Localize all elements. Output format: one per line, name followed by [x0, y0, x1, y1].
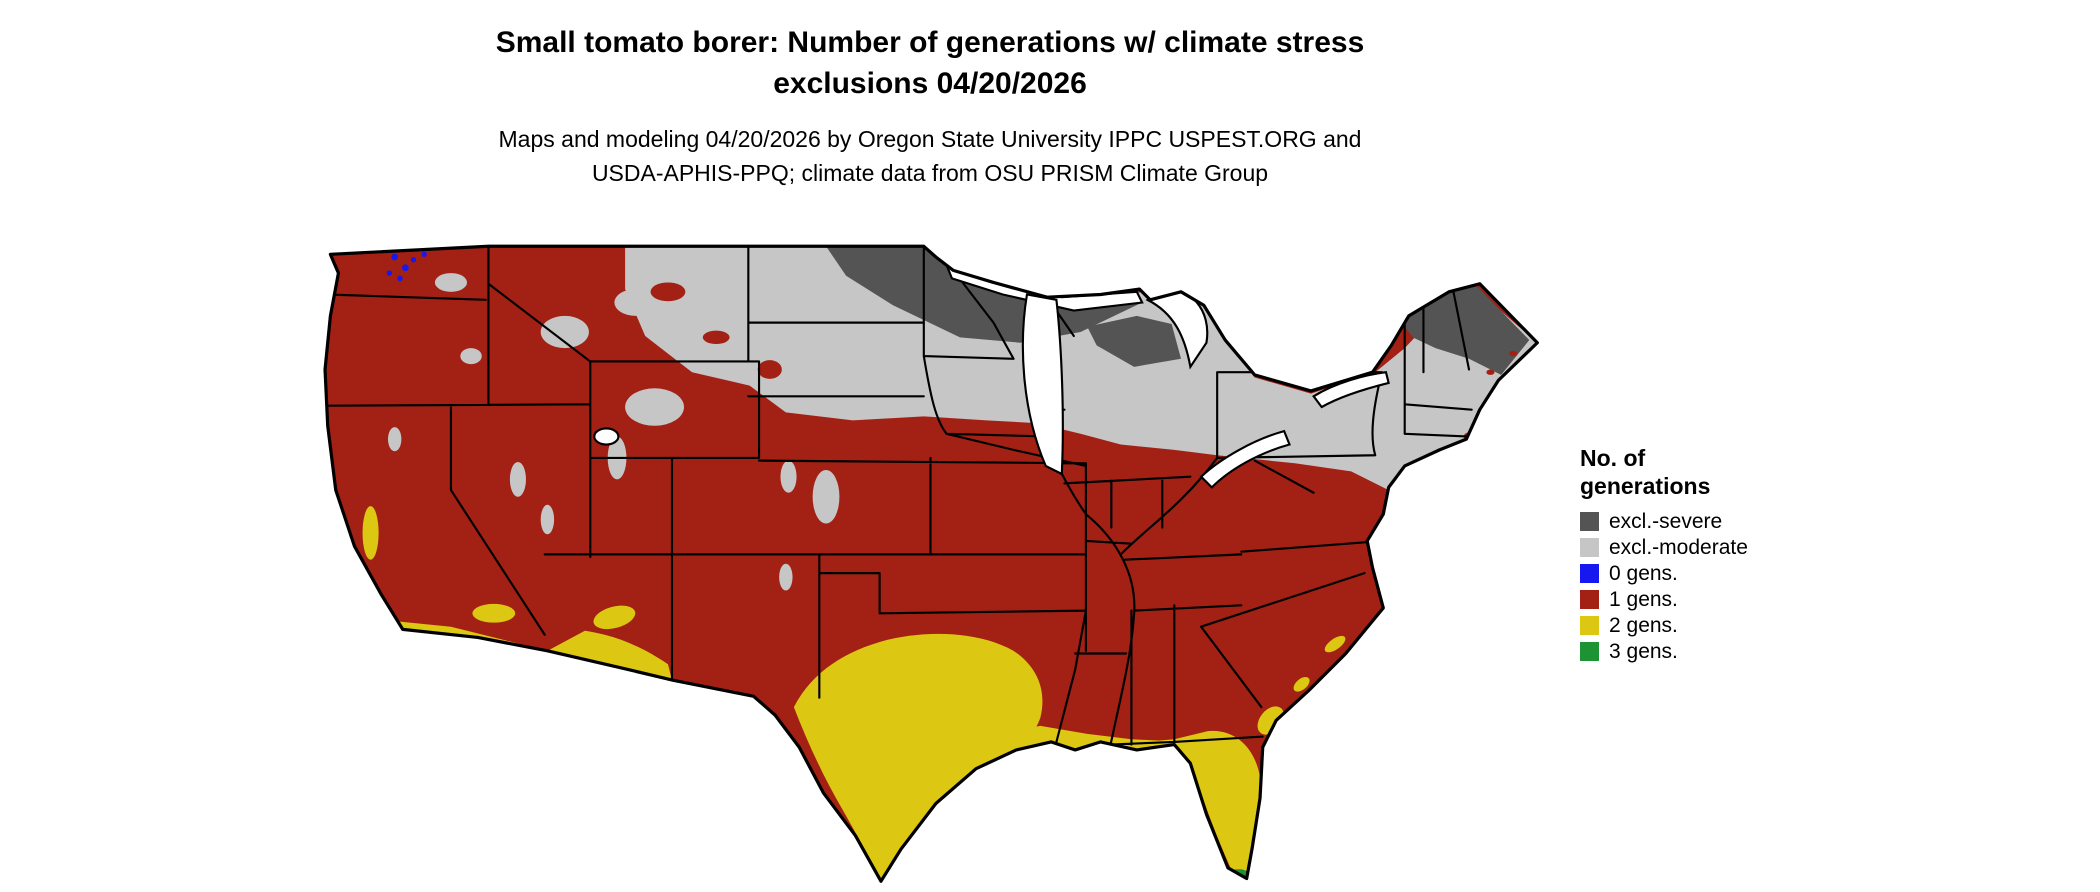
legend-item-3-gens: 3 gens. [1580, 640, 1820, 663]
legend-label-1-gens: 1 gens. [1609, 588, 1678, 611]
legend-item-2-gens: 2 gens. [1580, 614, 1820, 637]
legend-title-line2: generations [1580, 473, 1711, 499]
legend-swatch-excl-moderate [1580, 538, 1599, 557]
us-map-svg [323, 244, 1539, 883]
lake-michigan [1021, 293, 1064, 476]
legend-swatch-0-gens [1580, 564, 1599, 583]
map-title-line1: Small tomato borer: Number of generation… [495, 26, 1365, 59]
map-title-line2: exclusions 04/20/2026 [773, 67, 1087, 100]
map-title: Small tomato borer: Number of generation… [0, 22, 1860, 104]
legend-swatch-3-gens [1580, 642, 1599, 661]
legend-item-1-gens: 1 gens. [1580, 588, 1820, 611]
great-salt-lake [593, 427, 620, 446]
legend-item-excl-moderate: excl.-moderate [1580, 536, 1820, 559]
legend-label-3-gens: 3 gens. [1609, 640, 1678, 663]
map-subtitle-line2: USDA-APHIS-PPQ; climate data from OSU PR… [591, 160, 1269, 186]
lake-ontario [1312, 371, 1390, 409]
legend-swatch-2-gens [1580, 616, 1599, 635]
us-outline [323, 244, 1539, 883]
region-excl-moderate [387, 246, 1538, 591]
legend-items: excl.-severe excl.-moderate 0 gens. 1 ge… [1580, 510, 1820, 663]
lake-erie [1199, 429, 1291, 489]
legend-label-0-gens: 0 gens. [1609, 562, 1678, 585]
map-subtitle: Maps and modeling 04/20/2026 by Oregon S… [0, 122, 1860, 190]
legend-title-line1: No. of [1580, 445, 1646, 471]
region-0-gens [386, 251, 427, 282]
us-map [317, 208, 1540, 886]
legend-item-0-gens: 0 gens. [1580, 562, 1820, 585]
legend-item-excl-severe: excl.-severe [1580, 510, 1820, 533]
legend: No. of generations excl.-severe excl.-mo… [1580, 444, 1820, 663]
region-3-gens [886, 869, 1248, 882]
legend-label-2-gens: 2 gens. [1609, 614, 1678, 637]
legend-swatch-excl-severe [1580, 512, 1599, 531]
region-1-gen-patches [650, 282, 1518, 441]
legend-label-excl-severe: excl.-severe [1609, 510, 1723, 533]
legend-label-excl-moderate: excl.-moderate [1609, 536, 1748, 559]
map-subtitle-line1: Maps and modeling 04/20/2026 by Oregon S… [498, 126, 1362, 152]
legend-swatch-1-gens [1580, 590, 1599, 609]
